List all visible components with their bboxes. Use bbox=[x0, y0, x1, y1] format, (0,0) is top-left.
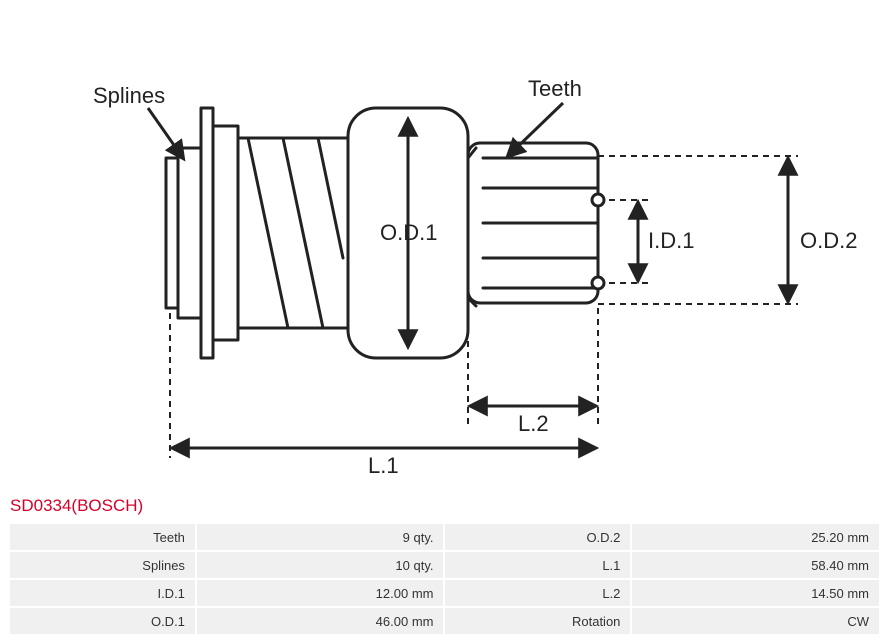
table-row: I.D.1 12.00 mm L.2 14.50 mm bbox=[10, 580, 879, 606]
spec-label: I.D.1 bbox=[10, 580, 195, 606]
spec-value: 10 qty. bbox=[197, 552, 444, 578]
spec-label: L.2 bbox=[445, 580, 630, 606]
spec-value: 25.20 mm bbox=[632, 524, 879, 550]
table-row: Splines 10 qty. L.1 58.40 mm bbox=[10, 552, 879, 578]
spec-table: Teeth 9 qty. O.D.2 25.20 mm Splines 10 q… bbox=[8, 522, 881, 636]
spec-label: Splines bbox=[10, 552, 195, 578]
label-l1: L.1 bbox=[368, 453, 399, 478]
spec-value: 12.00 mm bbox=[197, 580, 444, 606]
label-id1: I.D.1 bbox=[648, 228, 694, 253]
spec-value: 46.00 mm bbox=[197, 608, 444, 634]
label-l2: L.2 bbox=[518, 411, 549, 436]
label-splines: Splines bbox=[93, 83, 165, 108]
spec-label: O.D.2 bbox=[445, 524, 630, 550]
spec-value: 58.40 mm bbox=[632, 552, 879, 578]
part-title: SD0334(BOSCH) bbox=[10, 496, 881, 516]
spec-value: 9 qty. bbox=[197, 524, 444, 550]
label-teeth: Teeth bbox=[528, 76, 582, 101]
spec-label: Rotation bbox=[445, 608, 630, 634]
table-row: O.D.1 46.00 mm Rotation CW bbox=[10, 608, 879, 634]
technical-diagram: Splines Teeth O.D.1 I.D.1 O.D.2 L.2 L.1 bbox=[8, 8, 881, 478]
spec-value: CW bbox=[632, 608, 879, 634]
spec-label: L.1 bbox=[445, 552, 630, 578]
label-od1: O.D.1 bbox=[380, 220, 437, 245]
table-row: Teeth 9 qty. O.D.2 25.20 mm bbox=[10, 524, 879, 550]
spec-label: Teeth bbox=[10, 524, 195, 550]
label-od2: O.D.2 bbox=[800, 228, 857, 253]
spec-value: 14.50 mm bbox=[632, 580, 879, 606]
spec-label: O.D.1 bbox=[10, 608, 195, 634]
